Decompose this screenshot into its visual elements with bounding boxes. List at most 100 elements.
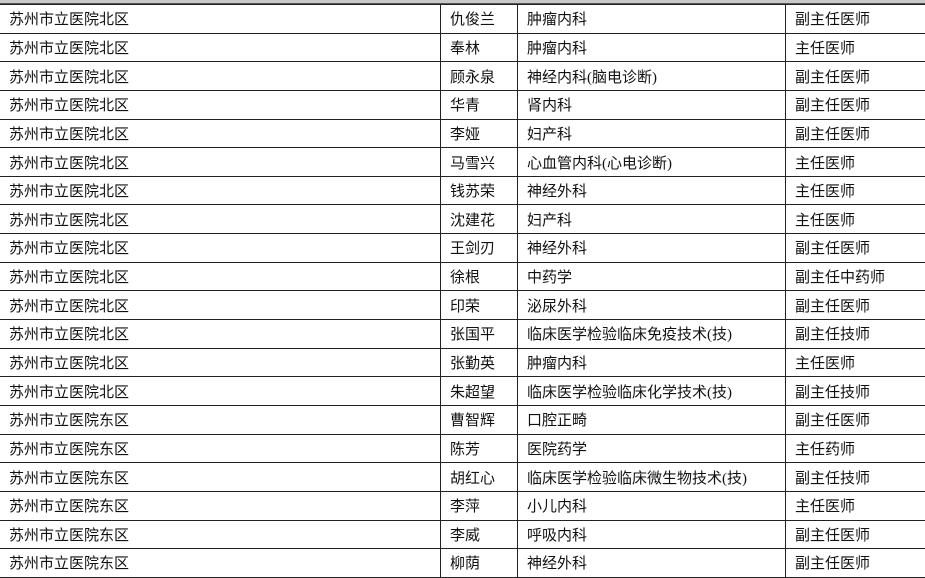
department-cell: 妇产科: [518, 205, 786, 234]
hospital-cell: 苏州市立医院东区: [0, 491, 441, 520]
hospital-cell: 苏州市立医院东区: [0, 549, 441, 578]
table-row: 苏州市立医院北区华青肾内科副主任医师: [0, 90, 925, 119]
department-cell: 神经内科(脑电诊断): [518, 62, 786, 91]
table-row: 苏州市立医院北区李娅妇产科副主任医师: [0, 119, 925, 148]
title-cell: 副主任技师: [786, 320, 925, 349]
doctor-name-cell: 曹智辉: [441, 405, 518, 434]
title-cell: 主任医师: [786, 33, 925, 62]
department-cell: 口腔正畸: [518, 405, 786, 434]
table-row: 苏州市立医院北区朱超望临床医学检验临床化学技术(技)副主任技师: [0, 377, 925, 406]
hospital-cell: 苏州市立医院北区: [0, 262, 441, 291]
title-cell: 主任医师: [786, 205, 925, 234]
table-body: 苏州市立医院北区仇俊兰肿瘤内科副主任医师苏州市立医院北区奉林肿瘤内科主任医师苏州…: [0, 5, 925, 578]
department-cell: 肿瘤内科: [518, 348, 786, 377]
table-row: 苏州市立医院东区曹智辉口腔正畸副主任医师: [0, 405, 925, 434]
table-row: 苏州市立医院北区奉林肿瘤内科主任医师: [0, 33, 925, 62]
doctor-name-cell: 李娅: [441, 119, 518, 148]
title-cell: 副主任医师: [786, 549, 925, 578]
department-cell: 神经外科: [518, 234, 786, 263]
department-cell: 心血管内科(心电诊断): [518, 148, 786, 177]
table-row: 苏州市立医院东区陈芳医院药学主任药师: [0, 434, 925, 463]
table-row: 苏州市立医院北区徐根中药学副主任中药师: [0, 262, 925, 291]
doctor-name-cell: 华青: [441, 90, 518, 119]
title-cell: 副主任中药师: [786, 262, 925, 291]
hospital-cell: 苏州市立医院北区: [0, 348, 441, 377]
doctor-name-cell: 张勤英: [441, 348, 518, 377]
table-row: 苏州市立医院东区李萍小儿内科主任医师: [0, 491, 925, 520]
table-row: 苏州市立医院北区王剑刃神经外科副主任医师: [0, 234, 925, 263]
title-cell: 主任医师: [786, 148, 925, 177]
title-cell: 副主任医师: [786, 520, 925, 549]
doctor-name-cell: 张国平: [441, 320, 518, 349]
department-cell: 神经外科: [518, 176, 786, 205]
title-cell: 副主任医师: [786, 90, 925, 119]
title-cell: 主任医师: [786, 176, 925, 205]
hospital-cell: 苏州市立医院东区: [0, 405, 441, 434]
title-cell: 副主任医师: [786, 5, 925, 34]
hospital-cell: 苏州市立医院东区: [0, 520, 441, 549]
doctor-name-cell: 柳荫: [441, 549, 518, 578]
department-cell: 泌尿外科: [518, 291, 786, 320]
hospital-cell: 苏州市立医院北区: [0, 5, 441, 34]
title-cell: 副主任技师: [786, 463, 925, 492]
hospital-cell: 苏州市立医院北区: [0, 62, 441, 91]
title-cell: 副主任医师: [786, 291, 925, 320]
table-row: 苏州市立医院东区李威呼吸内科副主任医师: [0, 520, 925, 549]
table-row: 苏州市立医院北区仇俊兰肿瘤内科副主任医师: [0, 5, 925, 34]
table-row: 苏州市立医院东区胡红心临床医学检验临床微生物技术(技)副主任技师: [0, 463, 925, 492]
department-cell: 小儿内科: [518, 491, 786, 520]
hospital-cell: 苏州市立医院北区: [0, 176, 441, 205]
department-cell: 医院药学: [518, 434, 786, 463]
department-cell: 妇产科: [518, 119, 786, 148]
doctor-name-cell: 沈建花: [441, 205, 518, 234]
title-cell: 主任医师: [786, 348, 925, 377]
doctor-name-cell: 马雪兴: [441, 148, 518, 177]
doctor-name-cell: 印荣: [441, 291, 518, 320]
hospital-cell: 苏州市立医院北区: [0, 33, 441, 62]
hospital-cell: 苏州市立医院北区: [0, 234, 441, 263]
title-cell: 副主任技师: [786, 377, 925, 406]
department-cell: 呼吸内科: [518, 520, 786, 549]
title-cell: 副主任医师: [786, 405, 925, 434]
title-cell: 副主任医师: [786, 62, 925, 91]
table-row: 苏州市立医院北区马雪兴心血管内科(心电诊断)主任医师: [0, 148, 925, 177]
table-row: 苏州市立医院北区钱苏荣神经外科主任医师: [0, 176, 925, 205]
doctor-name-cell: 顾永泉: [441, 62, 518, 91]
title-cell: 主任医师: [786, 491, 925, 520]
hospital-cell: 苏州市立医院北区: [0, 320, 441, 349]
table-row: 苏州市立医院北区顾永泉神经内科(脑电诊断)副主任医师: [0, 62, 925, 91]
department-cell: 中药学: [518, 262, 786, 291]
doctor-name-cell: 王剑刃: [441, 234, 518, 263]
department-cell: 临床医学检验临床免疫技术(技): [518, 320, 786, 349]
department-cell: 临床医学检验临床微生物技术(技): [518, 463, 786, 492]
doctor-name-cell: 钱苏荣: [441, 176, 518, 205]
table-row: 苏州市立医院北区印荣泌尿外科副主任医师: [0, 291, 925, 320]
doctor-name-cell: 陈芳: [441, 434, 518, 463]
doctor-table: 苏州市立医院北区仇俊兰肿瘤内科副主任医师苏州市立医院北区奉林肿瘤内科主任医师苏州…: [0, 4, 925, 578]
department-cell: 肾内科: [518, 90, 786, 119]
doctor-name-cell: 李威: [441, 520, 518, 549]
department-cell: 临床医学检验临床化学技术(技): [518, 377, 786, 406]
department-cell: 肿瘤内科: [518, 33, 786, 62]
hospital-cell: 苏州市立医院北区: [0, 291, 441, 320]
title-cell: 副主任医师: [786, 119, 925, 148]
hospital-cell: 苏州市立医院北区: [0, 119, 441, 148]
doctor-name-cell: 朱超望: [441, 377, 518, 406]
table-row: 苏州市立医院北区沈建花妇产科主任医师: [0, 205, 925, 234]
title-cell: 主任药师: [786, 434, 925, 463]
hospital-cell: 苏州市立医院北区: [0, 90, 441, 119]
doctor-name-cell: 李萍: [441, 491, 518, 520]
hospital-cell: 苏州市立医院北区: [0, 377, 441, 406]
hospital-cell: 苏州市立医院东区: [0, 463, 441, 492]
table-row: 苏州市立医院东区柳荫神经外科副主任医师: [0, 549, 925, 578]
hospital-cell: 苏州市立医院北区: [0, 205, 441, 234]
department-cell: 神经外科: [518, 549, 786, 578]
doctor-name-cell: 仇俊兰: [441, 5, 518, 34]
title-cell: 副主任医师: [786, 234, 925, 263]
department-cell: 肿瘤内科: [518, 5, 786, 34]
doctor-name-cell: 奉林: [441, 33, 518, 62]
doctor-name-cell: 胡红心: [441, 463, 518, 492]
hospital-cell: 苏州市立医院北区: [0, 148, 441, 177]
doctor-name-cell: 徐根: [441, 262, 518, 291]
table-row: 苏州市立医院北区张勤英肿瘤内科主任医师: [0, 348, 925, 377]
